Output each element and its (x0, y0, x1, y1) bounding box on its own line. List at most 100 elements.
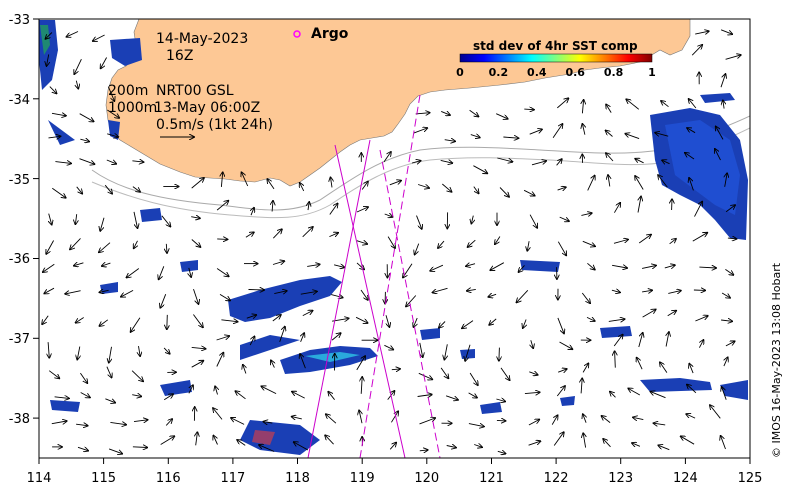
current-arrow (386, 315, 389, 327)
current-arrow (695, 31, 709, 34)
current-arrow (440, 160, 453, 163)
current-arrow (638, 333, 643, 348)
current-arrow (300, 183, 304, 192)
current-arrow (384, 214, 393, 217)
current-arrow (524, 392, 540, 393)
current-arrow (331, 333, 341, 341)
current-arrow (217, 239, 227, 240)
current-arrow (439, 321, 446, 328)
current-arrow (583, 433, 585, 448)
model-time-label: 13-May 06:00Z (154, 100, 260, 116)
current-arrow (615, 351, 616, 368)
current-arrow (107, 134, 118, 137)
current-arrow (356, 356, 365, 371)
current-arrow (462, 320, 474, 329)
current-arrow (465, 344, 471, 361)
current-arrow (695, 316, 707, 322)
current-arrow (249, 336, 254, 346)
current-arrow (166, 243, 167, 253)
x-tick-labels: 114 115 116 117 118 119 120 121 122 123 … (27, 471, 763, 486)
x-tick-label: 122 (544, 471, 569, 486)
current-arrow (638, 197, 641, 213)
current-arrow (490, 262, 505, 271)
current-arrow (471, 215, 473, 224)
current-arrow (307, 264, 320, 266)
current-arrow (191, 217, 200, 219)
current-arrow (473, 165, 487, 174)
current-arrow (519, 265, 525, 272)
current-arrow (581, 292, 590, 303)
current-arrow (163, 347, 170, 354)
current-arrow (272, 315, 281, 322)
x-axis (38, 458, 751, 464)
current-arrow (606, 153, 614, 162)
current-arrow (248, 290, 265, 291)
current-arrow (213, 408, 223, 420)
x-tick-label: 123 (608, 471, 633, 486)
y-axis (33, 18, 39, 419)
current-arrow (654, 423, 666, 425)
current-arrow (468, 392, 477, 398)
current-arrow (235, 391, 246, 400)
current-arrow (691, 45, 702, 56)
current-arrow (694, 202, 703, 217)
current-arrow (44, 287, 55, 293)
current-arrow (109, 346, 112, 363)
current-arrow (658, 445, 670, 451)
current-arrow (442, 183, 451, 192)
current-arrow (131, 317, 141, 332)
current-arrow (725, 341, 735, 347)
current-arrow (132, 447, 147, 448)
current-arrow (415, 113, 430, 114)
current-arrow (496, 399, 505, 402)
current-arrow (259, 445, 275, 452)
current-arrow (106, 159, 116, 164)
current-arrow (557, 98, 568, 109)
current-arrow (469, 372, 478, 385)
current-arrow (666, 332, 669, 347)
current-arrow (67, 31, 79, 37)
current-arrow (191, 347, 206, 348)
current-arrow (524, 109, 534, 110)
current-arrow (221, 320, 237, 322)
date-label: 14-May-2023 (156, 31, 248, 47)
colorbar-tick: 0 (456, 66, 464, 79)
depth-label-200m: 200m (108, 83, 148, 99)
current-arrow (74, 263, 84, 266)
current-arrow (583, 414, 586, 423)
model-label: NRT00 GSL (156, 83, 234, 99)
current-arrow (419, 418, 436, 425)
current-arrow (608, 175, 610, 187)
current-arrow (188, 385, 193, 394)
current-arrow (193, 288, 199, 304)
current-arrow (587, 176, 595, 191)
current-arrow (242, 172, 249, 187)
x-tick-label: 114 (27, 471, 52, 486)
x-tick-label: 115 (91, 471, 116, 486)
current-arrow (517, 289, 529, 302)
satellite-tracks (307, 94, 441, 458)
current-arrow (417, 185, 429, 189)
current-arrow (468, 424, 484, 427)
current-arrow (216, 336, 230, 341)
current-arrow (433, 287, 448, 292)
current-arrow (531, 340, 533, 348)
current-arrow (474, 445, 482, 448)
colorbar-tick: 0.4 (527, 66, 547, 79)
current-arrow (191, 361, 204, 368)
current-arrow (132, 161, 143, 162)
current-arrow (417, 395, 432, 397)
current-arrow (301, 333, 305, 342)
current-arrow (445, 395, 458, 400)
current-arrow (496, 113, 508, 119)
current-arrow (75, 214, 76, 224)
argo-label: Argo (311, 26, 349, 42)
current-arrow (681, 436, 695, 445)
current-arrow (246, 315, 256, 318)
current-arrow (655, 133, 669, 137)
current-arrow (529, 372, 537, 375)
current-arrow (582, 124, 585, 135)
current-arrow (110, 422, 126, 424)
current-arrow (692, 233, 708, 242)
